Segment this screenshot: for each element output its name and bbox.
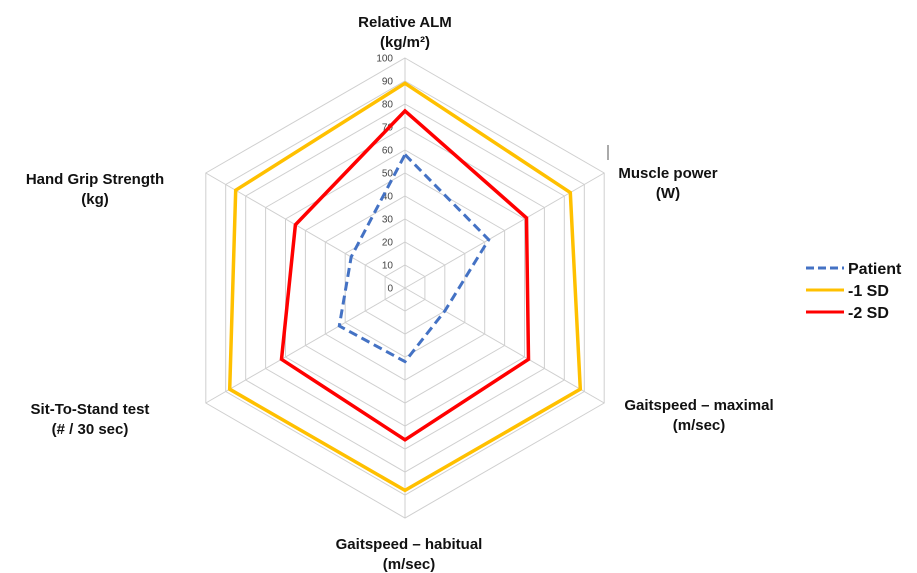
tick-label-1: 10 [382, 261, 394, 272]
axis-labels: Relative ALM (kg/m²) Muscle power (W) Gaitsp… [26, 14, 774, 573]
legend: Patient -1 SD -2 SD [806, 261, 902, 322]
axis-label-0: Relative ALM (kg/m²) [358, 14, 452, 51]
axis-label-3-line-0: Gaitspeed – habitual [336, 536, 483, 553]
legend-label-0: Patient [848, 261, 902, 278]
tick-label-4: 40 [382, 192, 394, 203]
tick-label-0: 0 [387, 284, 393, 295]
spoke-5 [205, 172, 406, 289]
tick-label-8: 80 [382, 100, 394, 111]
axis-label-5: Hand Grip Strength (kg) [26, 171, 164, 208]
axis-label-5-line-1: (kg) [81, 191, 109, 208]
tick-label-3: 30 [382, 215, 394, 226]
axis-label-2-line-1: (m/sec) [673, 417, 726, 434]
series-patient-line [337, 152, 491, 364]
tick-label-2: 20 [382, 238, 394, 249]
tick-label-5: 50 [382, 169, 394, 180]
axis-label-3-line-1: (m/sec) [383, 556, 436, 573]
tick-label-10: 100 [376, 54, 393, 65]
spoke-2 [404, 287, 605, 404]
legend-label-2: -2 SD [848, 305, 889, 322]
axis-label-4-line-0: Sit-To-Stand test [31, 401, 150, 418]
axis-label-4: Sit-To-Stand test (# / 30 sec) [31, 401, 150, 438]
tick-label-9: 90 [382, 77, 394, 88]
axis-label-3: Gaitspeed – habitual (m/sec) [336, 536, 483, 573]
axis-label-1: Muscle power (W) [618, 165, 717, 202]
tick-label-6: 60 [382, 146, 394, 157]
axis-label-1-line-1: (W) [656, 185, 680, 202]
axis-label-4-line-1: (# / 30 sec) [52, 421, 129, 438]
radar-grid [205, 57, 609, 519]
axis-label-1-line-0: Muscle power [618, 165, 717, 182]
series-2-sd-line [279, 108, 531, 442]
axis-label-0-line-1: (kg/m²) [380, 34, 430, 51]
series-1-sd-line [227, 81, 583, 493]
legend-label-1: -1 SD [848, 283, 889, 300]
spoke-4 [205, 287, 406, 404]
series-layer [227, 81, 583, 493]
axis-label-0-line-0: Relative ALM [358, 14, 452, 31]
axis-label-2-line-0: Gaitspeed – maximal [624, 397, 773, 414]
axis-label-2: Gaitspeed – maximal (m/sec) [624, 397, 773, 434]
axis-label-5-line-0: Hand Grip Strength [26, 171, 164, 188]
